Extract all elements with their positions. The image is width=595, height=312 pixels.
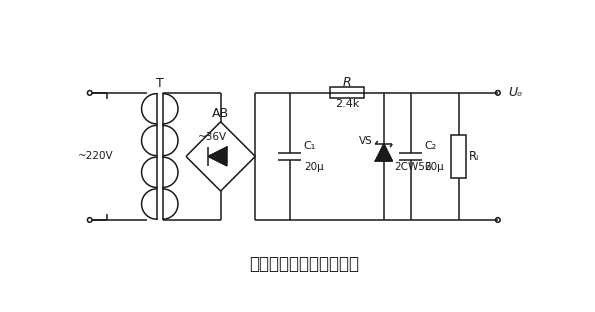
- Text: 20μ: 20μ: [304, 162, 324, 172]
- Text: 2.4k: 2.4k: [335, 99, 359, 109]
- Text: C₂: C₂: [425, 141, 437, 151]
- Text: 20μ: 20μ: [425, 162, 444, 172]
- Circle shape: [496, 218, 500, 222]
- Text: VS: VS: [359, 136, 373, 146]
- Text: ~36V: ~36V: [198, 132, 227, 142]
- Polygon shape: [208, 147, 227, 166]
- Text: 2CW56: 2CW56: [394, 162, 432, 172]
- Circle shape: [87, 218, 92, 222]
- Text: R: R: [343, 76, 351, 89]
- Text: Rₗ: Rₗ: [469, 150, 480, 163]
- Bar: [451, 135, 466, 178]
- Text: Uₒ: Uₒ: [508, 85, 522, 99]
- Text: 并联型直流稳压电源电路: 并联型直流稳压电源电路: [249, 255, 359, 273]
- Circle shape: [496, 90, 500, 95]
- Text: AB: AB: [212, 107, 229, 120]
- Bar: [330, 87, 364, 98]
- Polygon shape: [375, 144, 392, 161]
- Text: T: T: [156, 77, 164, 90]
- Text: C₁: C₁: [304, 141, 316, 151]
- Circle shape: [87, 90, 92, 95]
- Text: ~220V: ~220V: [78, 151, 114, 161]
